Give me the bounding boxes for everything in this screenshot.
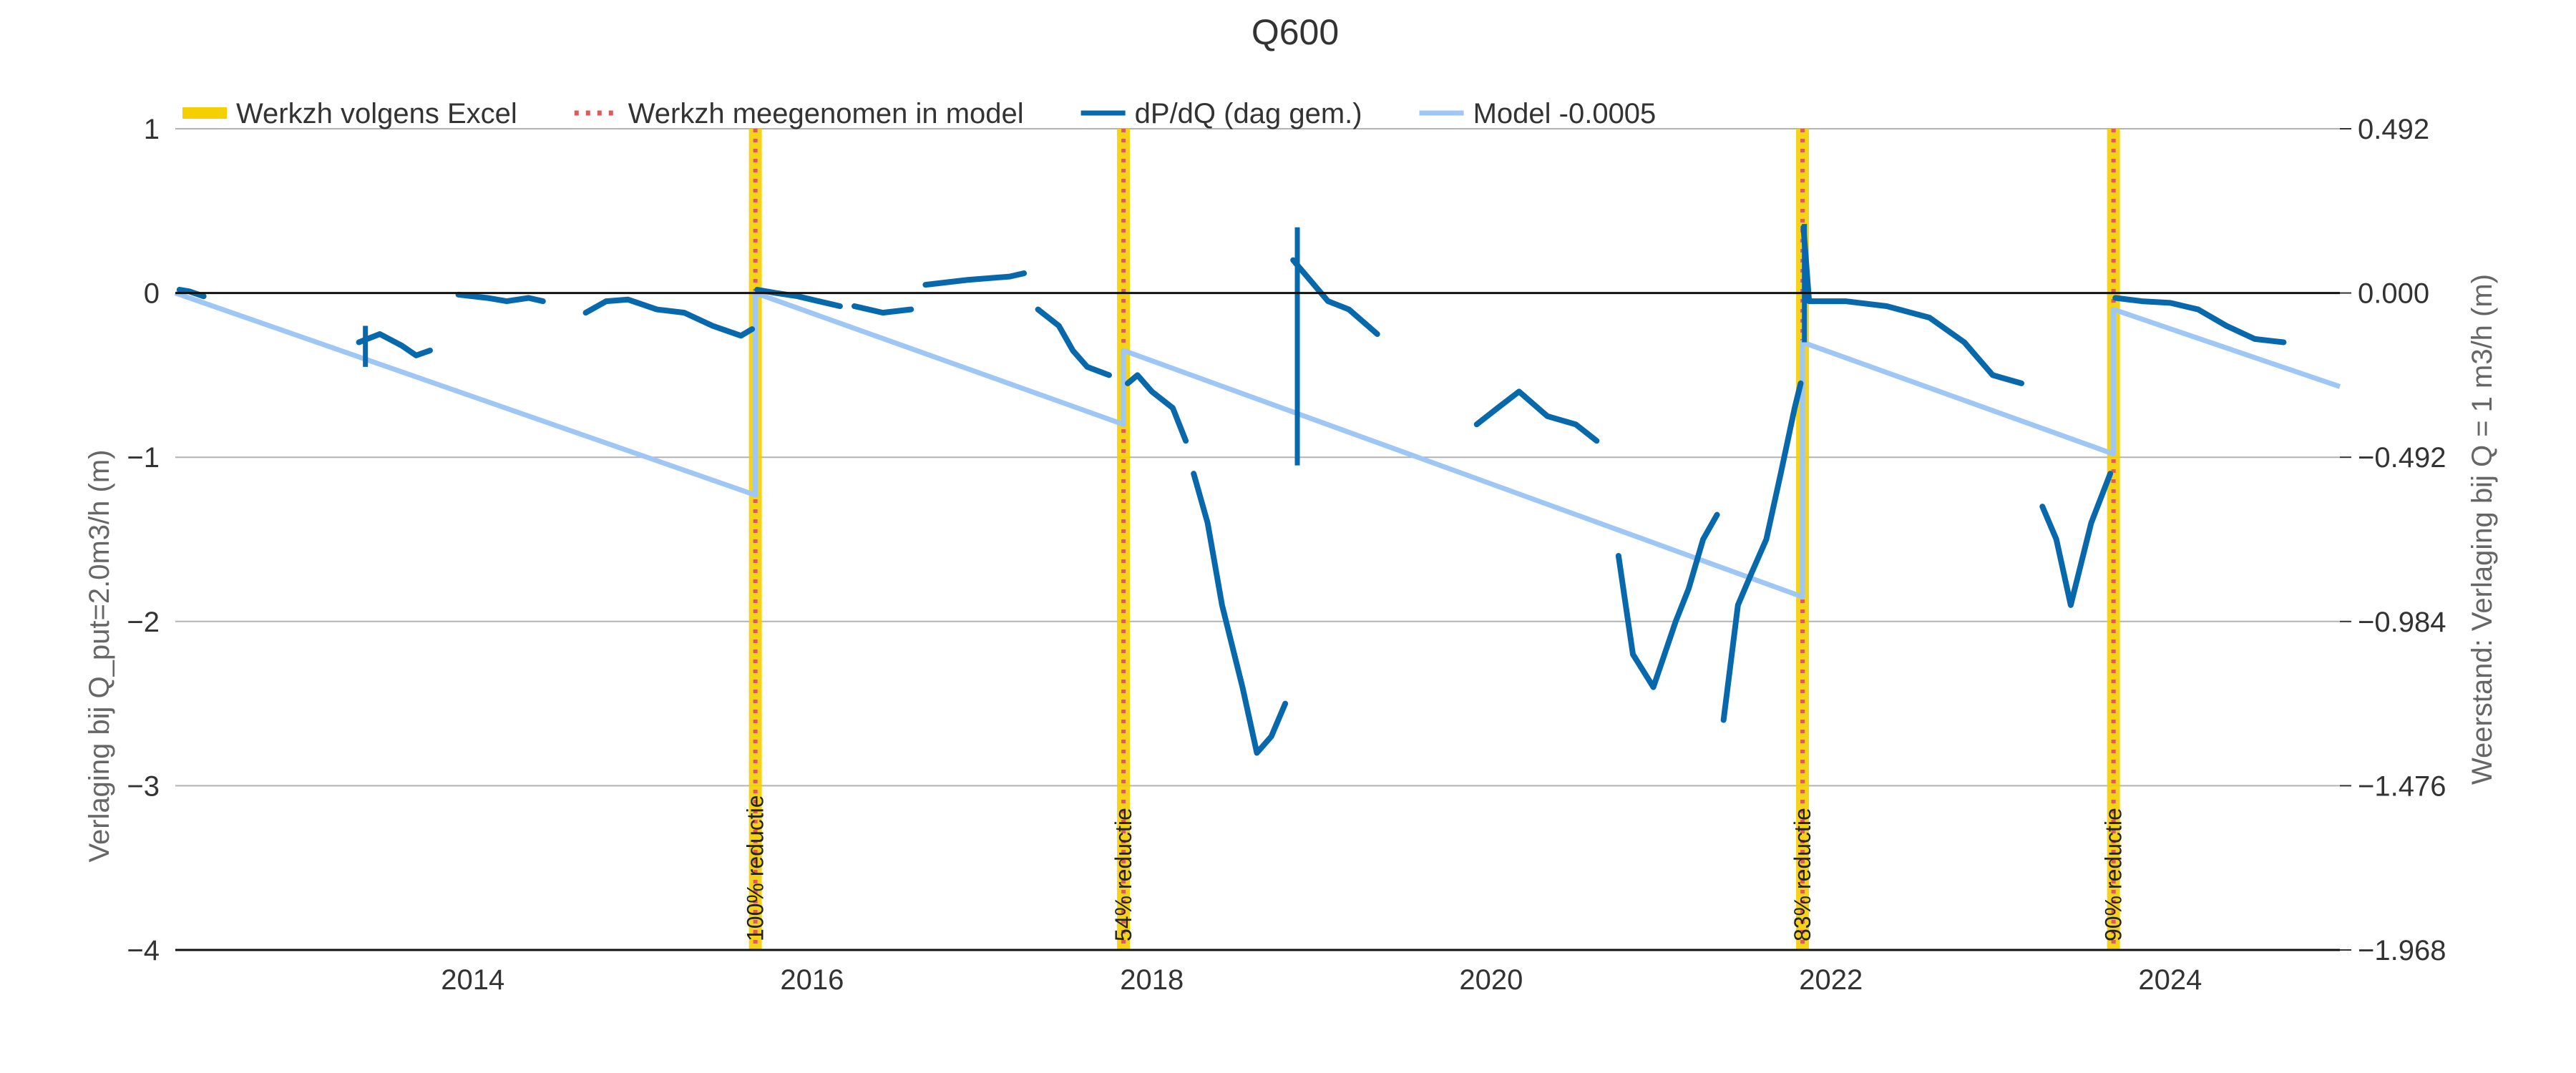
y2-tick-label: 0.492	[2358, 114, 2429, 145]
y-tick-label: 0	[144, 278, 160, 310]
series-dpdq-segment	[1191, 471, 1289, 756]
series-dpdq-segment	[1720, 380, 1804, 723]
legend-label: Werkzh meegenomen in model	[628, 98, 1024, 129]
event-label: 83% reductie	[1790, 808, 1815, 941]
x-tick-label: 2014	[441, 964, 504, 996]
y2-tick-label: 0.000	[2358, 278, 2429, 310]
series-dpdq-segment	[356, 331, 433, 358]
y-tick-label: −2	[127, 607, 160, 638]
x-tick-label: 2024	[2138, 964, 2202, 996]
series-layer	[174, 224, 2341, 756]
series-dpdq-segment	[1290, 257, 1380, 337]
y-axis-label: Verlaging bij Q_put=2.0m3/h (m)	[84, 450, 115, 863]
axes: 1 0.492 0 0.000 −1 −0.492 −2 −0.984 −3 −1.476 −4 −1…	[127, 114, 2446, 996]
legend: Werkzh volgens Excel Werkzh meegenomen in…	[182, 98, 1656, 129]
series-model-line	[174, 290, 2341, 599]
event-markers: 100% reductie 54% reductie 83% reductie 90%…	[743, 129, 2127, 950]
event-label: 54% reductie	[1111, 808, 1136, 941]
x-tick-label: 2016	[780, 964, 844, 996]
series-dpdq-segment	[1800, 224, 2025, 386]
series-dpdq-segment	[922, 270, 1028, 288]
series-dpdq-segment	[455, 291, 546, 305]
chart-title: Q600	[1252, 12, 1339, 52]
y-tick-label: 1	[144, 114, 160, 145]
event-label: 100% reductie	[743, 795, 769, 941]
x-tick-label: 2020	[1459, 964, 1523, 996]
series-dpdq-segment	[852, 303, 914, 316]
series-dpdq-segment	[582, 296, 756, 339]
y-tick-label: −3	[127, 770, 160, 802]
y2-tick-label: −1.968	[2358, 935, 2446, 966]
x-tick-label: 2022	[1799, 964, 1863, 996]
event-label: 90% reductie	[2101, 808, 2127, 941]
legend-label: Werkzh volgens Excel	[236, 98, 517, 129]
legend-label: dP/dQ (dag gem.)	[1135, 98, 1362, 129]
legend-label: Model -0.0005	[1473, 98, 1657, 129]
y2-tick-label: −1.476	[2358, 770, 2446, 802]
series-dpdq-segment	[1124, 372, 1189, 444]
series-dpdq-segment	[2112, 295, 2287, 346]
y2-axis-label: Weerstand: Verlaging bij Q = 1 m3/h (m)	[2467, 274, 2498, 785]
x-tick-label: 2018	[1120, 964, 1184, 996]
y2-tick-label: −0.984	[2358, 607, 2446, 638]
series-dpdq-segment	[1473, 388, 1600, 444]
series-dpdq-segment	[2039, 471, 2114, 608]
series-dpdq-segment	[754, 287, 843, 309]
y2-tick-label: −0.492	[2358, 442, 2446, 474]
series-dpdq-segment	[1035, 306, 1112, 378]
y-tick-label: −4	[127, 935, 160, 966]
y-tick-label: −1	[127, 442, 160, 474]
series-dpdq-segment	[176, 287, 207, 300]
series-dpdq-segment	[1615, 511, 1720, 690]
grid-lines	[175, 128, 2340, 787]
